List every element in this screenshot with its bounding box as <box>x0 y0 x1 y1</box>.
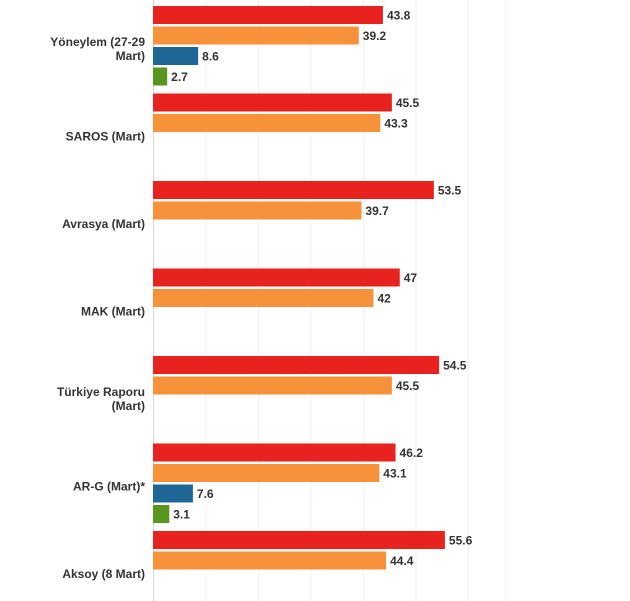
bar <box>153 201 362 220</box>
bar-value-label: 39.7 <box>365 204 389 218</box>
bar <box>153 114 381 132</box>
bar <box>153 268 400 287</box>
bar-value-label: 55.6 <box>449 534 473 548</box>
bar <box>153 464 380 482</box>
bar-value-label: 53.5 <box>438 184 462 198</box>
category-label: Avrasya (Mart) <box>62 217 145 231</box>
bar <box>153 356 440 374</box>
bar <box>153 47 199 65</box>
category-label: Türkiye Raporu (Mart) <box>57 385 145 413</box>
category-label-line: Aksoy (8 Mart) <box>62 567 145 581</box>
bar-value-label: 46.2 <box>400 446 424 460</box>
bar-value-label: 47 <box>404 271 418 285</box>
bar-value-label: 43.8 <box>387 9 411 23</box>
bar-value-label: 39.2 <box>363 29 387 43</box>
bar-value-label: 54.5 <box>443 359 467 373</box>
bar-value-label: 45.5 <box>396 96 420 110</box>
category-label: MAK (Mart) <box>81 305 145 319</box>
bar-value-label: 42 <box>378 292 392 306</box>
category-label-line: AR-G (Mart)* <box>73 480 145 494</box>
bar <box>153 26 359 45</box>
category-label-line: (Mart) <box>112 399 145 413</box>
bar <box>153 289 374 307</box>
bar <box>153 484 193 503</box>
bar <box>153 531 445 549</box>
bar <box>153 505 170 523</box>
bar <box>153 443 396 462</box>
bar-value-label: 3.1 <box>173 508 190 522</box>
bar <box>153 93 392 112</box>
category-label-line: SAROS (Mart) <box>66 130 145 144</box>
bar-value-label: 45.5 <box>396 379 420 393</box>
bar <box>153 376 392 395</box>
label-layer: 43.839.2 8.6 2.7 Yöneylem (27-29 Mart) 45.5 43… <box>50 9 472 582</box>
bar <box>153 551 387 570</box>
bar <box>153 181 434 199</box>
bar-value-label: 7.6 <box>197 487 214 501</box>
bar-layer <box>153 6 445 570</box>
category-label-line: MAK (Mart) <box>81 305 145 319</box>
bar-value-label: 44.4 <box>390 554 414 568</box>
category-label: AR-G (Mart)* <box>73 480 145 494</box>
category-label-line: Türkiye Raporu <box>57 385 145 399</box>
bar <box>153 67 168 86</box>
bar-value-label: 43.3 <box>384 117 408 131</box>
bar-value-label: 8.6 <box>202 50 219 64</box>
category-label-line: Yöneylem (27-29 <box>50 35 145 49</box>
bar <box>153 6 383 24</box>
bar-value-label: 43.1 <box>383 467 407 481</box>
category-label: Yöneylem (27-29 Mart) <box>50 35 145 63</box>
category-label-line: Mart) <box>116 49 145 63</box>
category-label: SAROS (Mart) <box>66 130 145 144</box>
category-label: Aksoy (8 Mart) <box>62 567 145 581</box>
bar-value-label: 2.7 <box>171 70 188 84</box>
category-label-line: Avrasya (Mart) <box>62 217 145 231</box>
